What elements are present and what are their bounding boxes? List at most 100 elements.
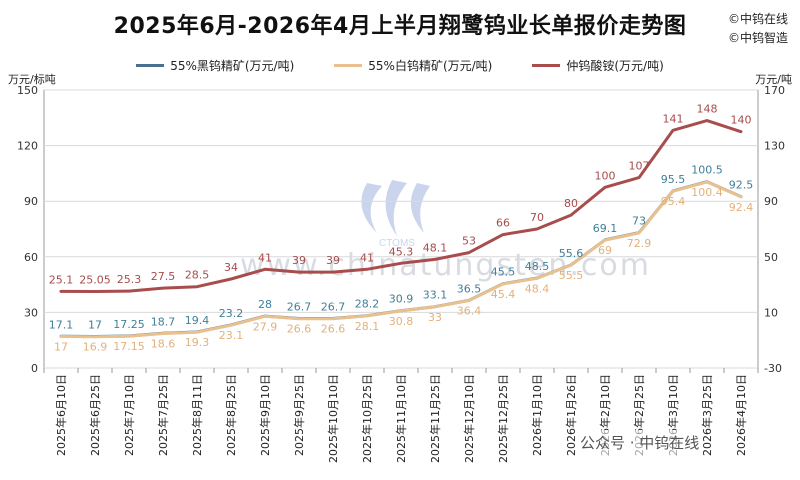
data-label: 92.5 [729, 179, 754, 192]
data-label: 25.1 [49, 273, 74, 286]
data-label: 36.4 [457, 305, 482, 318]
data-label: 33.1 [423, 289, 448, 302]
data-label: 45.3 [389, 245, 414, 258]
data-label: 36.5 [457, 282, 482, 295]
data-label: 19.4 [185, 314, 210, 327]
data-label: 17.1 [49, 318, 74, 331]
legend-swatch-wolframite [136, 63, 165, 67]
data-label: 148 [697, 103, 718, 116]
data-label: 28.2 [355, 298, 380, 311]
data-label: 25.05 [79, 273, 111, 286]
x-tick-label: 2025年8月11日 [190, 374, 204, 456]
x-tick-label: 2025年9月10日 [258, 374, 272, 456]
x-tick-label: 2025年12月10日 [462, 374, 476, 463]
legend-label-scheelite: 55%白钨精矿(万元/吨) [368, 58, 493, 73]
x-tick-label: 2026年1月10日 [530, 374, 544, 456]
data-label: 17 [88, 318, 102, 331]
left-axis-tick-label: 60 [24, 251, 38, 264]
legend-item-wolframite: 55%黑钨精矿(万元/吨) [136, 56, 294, 74]
chart-title: 2025年6月-2026年4月上半月翔鹭钨业长单报价走势图 [113, 14, 687, 39]
data-label: 70 [530, 211, 544, 224]
x-tick-label: 2025年10月25日 [360, 374, 374, 463]
x-tick-label: 2025年8月25日 [224, 374, 238, 456]
data-label: 140 [731, 114, 752, 127]
right-axis-tick-label: 50 [764, 251, 778, 264]
legend: 55%黑钨精矿(万元/吨) 55%白钨精矿(万元/吨) 仲钨酸铵(万元/吨) [0, 56, 800, 74]
legend-label-apt: 仲钨酸铵(万元/吨) [566, 58, 664, 73]
data-label: 107 [629, 160, 650, 173]
data-label: 26.6 [287, 323, 312, 336]
data-label: 92.4 [729, 201, 754, 214]
data-label: 17.25 [113, 318, 145, 331]
left-axis-tick-label: 30 [24, 306, 38, 319]
data-label: 26.6 [321, 323, 346, 336]
x-tick-label: 2025年12月25日 [496, 374, 510, 463]
series-line [59, 180, 743, 339]
data-label: 73 [632, 215, 646, 228]
x-tick-label: 2025年6月25日 [88, 374, 102, 456]
data-label: 80 [564, 197, 578, 210]
x-tick-label: 2025年11月10日 [394, 374, 408, 463]
data-label: 48.5 [525, 260, 550, 273]
x-tick-label: 2026年4月10日 [734, 374, 748, 456]
left-axis-unit: 万元/标吨 [8, 73, 56, 86]
data-label: 48.1 [423, 241, 448, 254]
x-tick-label: 2025年7月10日 [122, 374, 136, 456]
right-axis-tick-label: 90 [764, 195, 778, 208]
data-label: 45.4 [491, 288, 516, 301]
data-label: 28 [258, 298, 272, 311]
data-label: 23.1 [219, 329, 244, 342]
right-axis-tick-label: -30 [764, 362, 782, 375]
data-label: 26.7 [287, 301, 312, 314]
data-label: 41 [258, 251, 272, 264]
x-tick-label: 2025年9月25日 [292, 374, 306, 456]
data-label: 48.4 [525, 282, 550, 295]
data-label: 100.5 [691, 164, 723, 177]
data-label: 34 [224, 261, 238, 274]
right-axis-tick-label: 130 [764, 140, 785, 153]
data-label: 100.4 [691, 186, 723, 199]
data-label: 72.9 [627, 237, 652, 250]
left-axis-tick-label: 120 [17, 140, 38, 153]
data-label: 27.5 [151, 270, 176, 283]
legend-swatch-apt [532, 63, 561, 67]
data-label: 30.8 [389, 315, 414, 328]
x-tick-label: 2025年11月25日 [428, 374, 442, 463]
data-label: 95.5 [661, 173, 686, 186]
data-label: 16.9 [83, 341, 108, 354]
data-label: 55.5 [559, 269, 584, 282]
legend-label-wolframite: 55%黑钨精矿(万元/吨) [170, 58, 295, 73]
legend-swatch-scheelite [334, 63, 363, 67]
data-label: 30.9 [389, 293, 414, 306]
data-label: 95.4 [661, 195, 686, 208]
brand-mark-1: ©中钨在线 [727, 12, 788, 26]
left-axis-tick-label: 90 [24, 195, 38, 208]
x-tick-label: 2025年10月10日 [326, 374, 340, 463]
ctoms-logo-watermark: CTOMS [361, 180, 430, 248]
data-label: 100 [595, 169, 616, 182]
data-label: 17.15 [113, 340, 145, 353]
data-label: 53 [462, 235, 476, 248]
data-label: 18.6 [151, 338, 176, 351]
right-axis-tick-label: 10 [764, 306, 778, 319]
data-label: 39 [292, 254, 306, 267]
data-label: 66 [496, 217, 510, 230]
right-axis-tick-label: 170 [764, 84, 785, 97]
series-line [59, 119, 743, 293]
data-label: 28.1 [355, 320, 380, 333]
brand-mark-2: ©中钨智造 [727, 31, 788, 45]
data-label: 141 [663, 112, 684, 125]
x-tick-label: 2026年1月26日 [564, 374, 578, 456]
wechat-account-watermark: 公众号 · 中钨在线 [576, 430, 704, 455]
data-label: 55.6 [559, 247, 584, 260]
watermark-text: www.chinatungsten.com [240, 248, 651, 283]
data-label: 39 [326, 254, 340, 267]
data-label: 26.7 [321, 301, 346, 314]
data-label: 69 [598, 244, 612, 257]
data-label: 17 [54, 340, 68, 353]
data-label: 25.3 [117, 273, 142, 286]
x-tick-label: 2025年6月10日 [54, 374, 68, 456]
x-tick-label: 2025年7月25日 [156, 374, 170, 456]
data-label: 27.9 [253, 320, 278, 333]
